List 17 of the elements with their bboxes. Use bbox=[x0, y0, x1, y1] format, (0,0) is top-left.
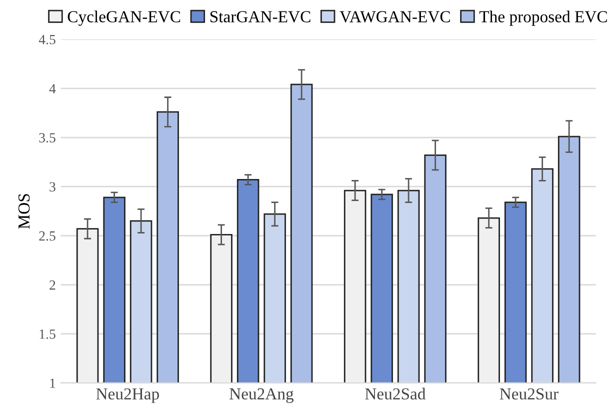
y-tick-label: 4.5 bbox=[38, 35, 56, 44]
y-axis-title: MOS bbox=[18, 194, 30, 229]
x-tick-label: Neu2Sad bbox=[365, 388, 426, 400]
x-tick-label: Neu2Ang bbox=[230, 388, 294, 403]
x-tick-label: Neu2Sur bbox=[500, 388, 558, 400]
y-tick-label: 1 bbox=[50, 378, 56, 388]
legend-label: VAWGAN-EVC bbox=[340, 11, 450, 22]
y-tick-label: 3.5 bbox=[39, 133, 56, 143]
legend-label: CycleGAN-EVC bbox=[68, 10, 180, 26]
y-tick-label: 1.5 bbox=[40, 330, 56, 339]
legend-label: StarGAN-EVC bbox=[210, 11, 310, 22]
x-tick-label: Neu2Hap bbox=[96, 388, 159, 403]
y-tick-label: 3 bbox=[50, 182, 56, 192]
y-tick-label: 4 bbox=[49, 84, 56, 94]
y-tick-label: 2 bbox=[50, 280, 56, 290]
y-tick-label: 2.5 bbox=[39, 231, 56, 241]
legend-label: The proposed EVC bbox=[479, 10, 607, 26]
